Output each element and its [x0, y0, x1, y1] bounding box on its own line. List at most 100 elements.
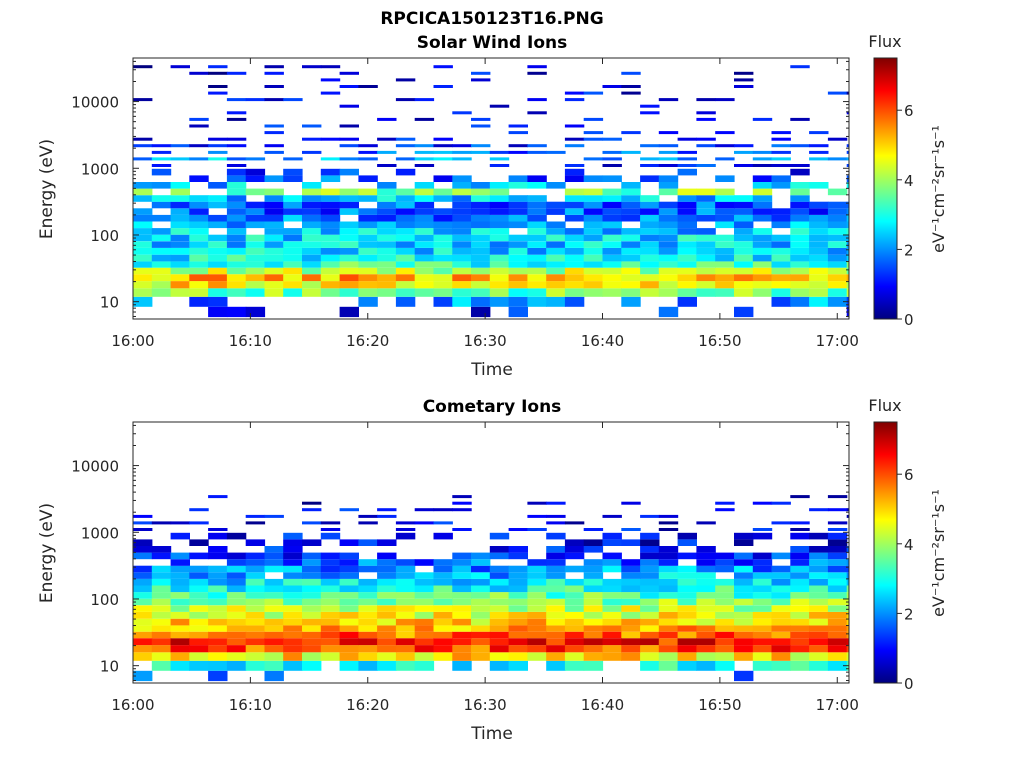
heatmap-cell — [827, 638, 848, 646]
heatmap-cell — [677, 195, 697, 202]
heatmap-cell — [583, 117, 604, 121]
heatmap-cell — [696, 208, 716, 215]
heatmap-cell — [809, 508, 829, 512]
heatmap-cell — [640, 539, 660, 546]
heatmap-cell — [489, 598, 510, 606]
heatmap-cell — [151, 274, 172, 282]
heatmap-cell — [752, 532, 773, 540]
heatmap-cell — [452, 585, 472, 593]
heatmap-cell — [245, 521, 266, 525]
heatmap-cell — [208, 201, 228, 209]
heatmap-cell — [564, 168, 585, 176]
heatmap-cell — [677, 274, 697, 282]
heatmap-cell — [414, 625, 435, 632]
heatmap-cell — [715, 261, 735, 268]
heatmap-cell — [226, 631, 247, 639]
heatmap-cell — [827, 572, 848, 579]
heatmap-cell — [546, 611, 566, 619]
heatmap-cell — [377, 645, 397, 653]
heatmap-cell — [264, 267, 284, 275]
heatmap-cell — [827, 288, 848, 297]
heatmap-cell — [358, 625, 378, 632]
heatmap-cell — [809, 267, 829, 275]
heatmap-cell — [245, 306, 266, 318]
heatmap-cell — [715, 585, 735, 593]
heatmap-cell — [245, 168, 266, 176]
heatmap-cell — [245, 578, 266, 586]
heatmap-cell — [377, 208, 397, 215]
heatmap-cell — [133, 652, 153, 661]
heatmap-cell — [471, 267, 491, 275]
heatmap-cell — [715, 274, 735, 282]
heatmap-cell — [771, 501, 791, 505]
heatmap-cell — [527, 267, 547, 275]
heatmap-cell — [471, 625, 491, 632]
heatmap-cell — [677, 261, 697, 268]
heatmap-cell — [846, 638, 849, 646]
heatmap-cell — [377, 228, 397, 235]
heatmap-cell — [602, 592, 622, 599]
heatmap-cell — [790, 565, 810, 573]
heatmap-cell — [564, 638, 585, 646]
heatmap-cell — [827, 645, 848, 653]
heatmap-cell — [621, 188, 641, 196]
heatmap-cell — [752, 164, 773, 167]
heatmap-cell — [602, 267, 622, 275]
heatmap-cell — [151, 214, 172, 222]
x-tick-label: 16:40 — [581, 332, 624, 350]
heatmap-cell — [358, 645, 378, 653]
heatmap-cell — [320, 559, 341, 566]
heatmap-cell — [527, 559, 547, 566]
heatmap-cell — [302, 565, 322, 573]
heatmap-cell — [283, 645, 303, 653]
heatmap-cell — [302, 267, 322, 275]
heatmap-cell — [696, 111, 716, 115]
heatmap-cell — [508, 131, 528, 135]
heatmap-cell — [809, 288, 829, 297]
x-tick-label: 16:10 — [229, 332, 272, 350]
heatmap-cell — [734, 532, 754, 540]
heatmap-cell — [583, 605, 604, 612]
heatmap-cell — [771, 234, 791, 242]
heatmap-cell — [564, 585, 585, 593]
heatmap-cell — [827, 508, 848, 512]
heatmap-cell — [489, 208, 510, 215]
heatmap-cell — [170, 638, 190, 646]
heatmap-cell — [151, 234, 172, 242]
heatmap-cell — [133, 539, 153, 546]
heatmap-cell — [395, 241, 416, 248]
y-tick-label: 10000 — [71, 458, 119, 476]
heatmap-cell — [752, 652, 773, 661]
heatmap-cell — [508, 247, 528, 255]
heatmap-cell — [809, 254, 829, 262]
heatmap-cell — [734, 261, 754, 268]
heatmap-cell — [621, 71, 641, 75]
heatmap-cell — [189, 288, 209, 297]
heatmap-cell — [677, 532, 697, 540]
heatmap-cell — [414, 652, 435, 661]
heatmap-cell — [358, 214, 378, 222]
heatmap-cell — [452, 501, 472, 505]
heatmap-cell — [377, 559, 397, 566]
heatmap-cell — [696, 618, 716, 626]
heatmap-cell — [621, 150, 641, 154]
heatmap-cell — [827, 137, 848, 141]
heatmap-cell — [508, 208, 528, 215]
heatmap-cell — [658, 546, 679, 553]
heatmap-cell — [395, 528, 416, 531]
heatmap-cell — [170, 552, 190, 560]
heatmap-cell — [602, 281, 622, 289]
heatmap-cell — [827, 261, 848, 268]
heatmap-cell — [602, 585, 622, 593]
heatmap-cell — [658, 201, 679, 209]
heatmap-cell — [771, 605, 791, 612]
heatmap-cell — [358, 605, 378, 612]
heatmap-cell — [320, 565, 341, 573]
heatmap-cell — [658, 572, 679, 579]
heatmap-cell — [339, 618, 359, 626]
heatmap-cell — [320, 78, 341, 82]
heatmap-cell — [827, 234, 848, 242]
heatmap-cell — [226, 261, 247, 268]
heatmap-cell — [133, 618, 153, 626]
